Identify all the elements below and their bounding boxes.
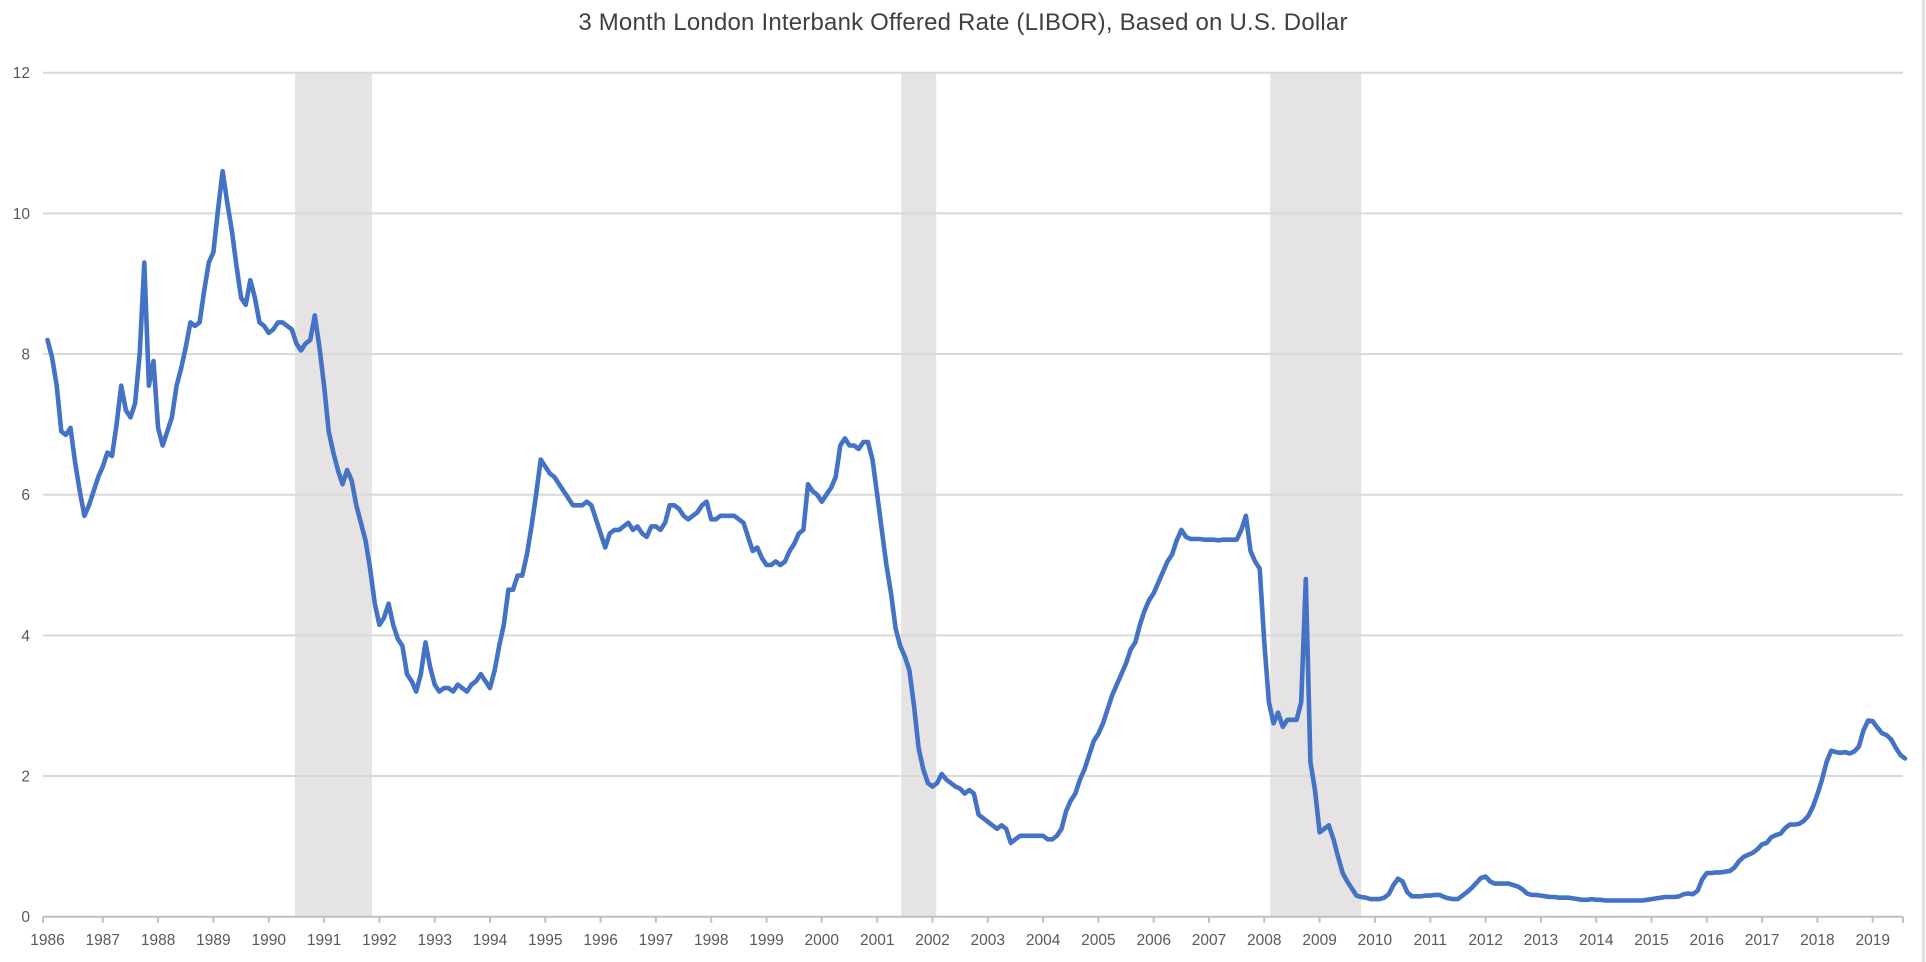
x-axis-label: 1992 [362, 932, 396, 949]
x-axis-label: 2008 [1247, 932, 1281, 949]
y-axis-label: 8 [21, 347, 30, 364]
x-axis-label: 2000 [805, 932, 840, 949]
x-axis-label: 2012 [1468, 932, 1502, 949]
x-axis-label: 1997 [639, 932, 673, 949]
x-axis-label: 1999 [749, 932, 783, 949]
chart-title: 3 Month London Interbank Offered Rate (L… [578, 9, 1348, 36]
x-axis-label: 1991 [307, 932, 341, 949]
y-axis-label: 4 [21, 628, 30, 645]
x-axis-label: 1989 [196, 932, 230, 949]
x-axis-label: 1987 [86, 932, 120, 949]
x-axis-label: 1996 [583, 932, 617, 949]
x-axis-label: 2010 [1358, 932, 1393, 949]
x-axis-label: 1990 [251, 932, 286, 949]
x-axis-label: 1994 [473, 932, 508, 949]
y-axis-label: 0 [21, 909, 30, 926]
x-axis-label: 2003 [971, 932, 1005, 949]
x-axis-label: 1995 [528, 932, 562, 949]
x-axis-label: 2001 [860, 932, 894, 949]
x-axis-label: 2004 [1026, 932, 1061, 949]
x-axis-label: 2013 [1524, 932, 1558, 949]
y-axis-label: 12 [13, 65, 30, 82]
x-axis-label: 2009 [1302, 932, 1336, 949]
y-axis-label: 6 [21, 487, 30, 504]
x-axis-label: 1993 [417, 932, 451, 949]
x-axis-label: 2006 [1136, 932, 1170, 949]
x-axis-label: 2019 [1855, 932, 1889, 949]
x-axis-label: 2002 [915, 932, 949, 949]
libor-line-series [45, 168, 1908, 903]
y-axis-label: 10 [13, 206, 31, 223]
x-axis-label: 2017 [1745, 932, 1779, 949]
x-axis-label: 2016 [1690, 932, 1724, 949]
x-axis-label: 2018 [1800, 932, 1834, 949]
x-axis-label: 1988 [141, 932, 175, 949]
x-axis-label: 1986 [30, 932, 64, 949]
x-axis-label: 1998 [694, 932, 728, 949]
x-axis-label: 2015 [1634, 932, 1668, 949]
x-axis-label: 2011 [1414, 932, 1447, 949]
x-axis-label: 2005 [1081, 932, 1115, 949]
x-axis-label: 2014 [1579, 932, 1614, 949]
x-axis-label: 2007 [1192, 932, 1226, 949]
y-axis-label: 2 [21, 769, 30, 786]
